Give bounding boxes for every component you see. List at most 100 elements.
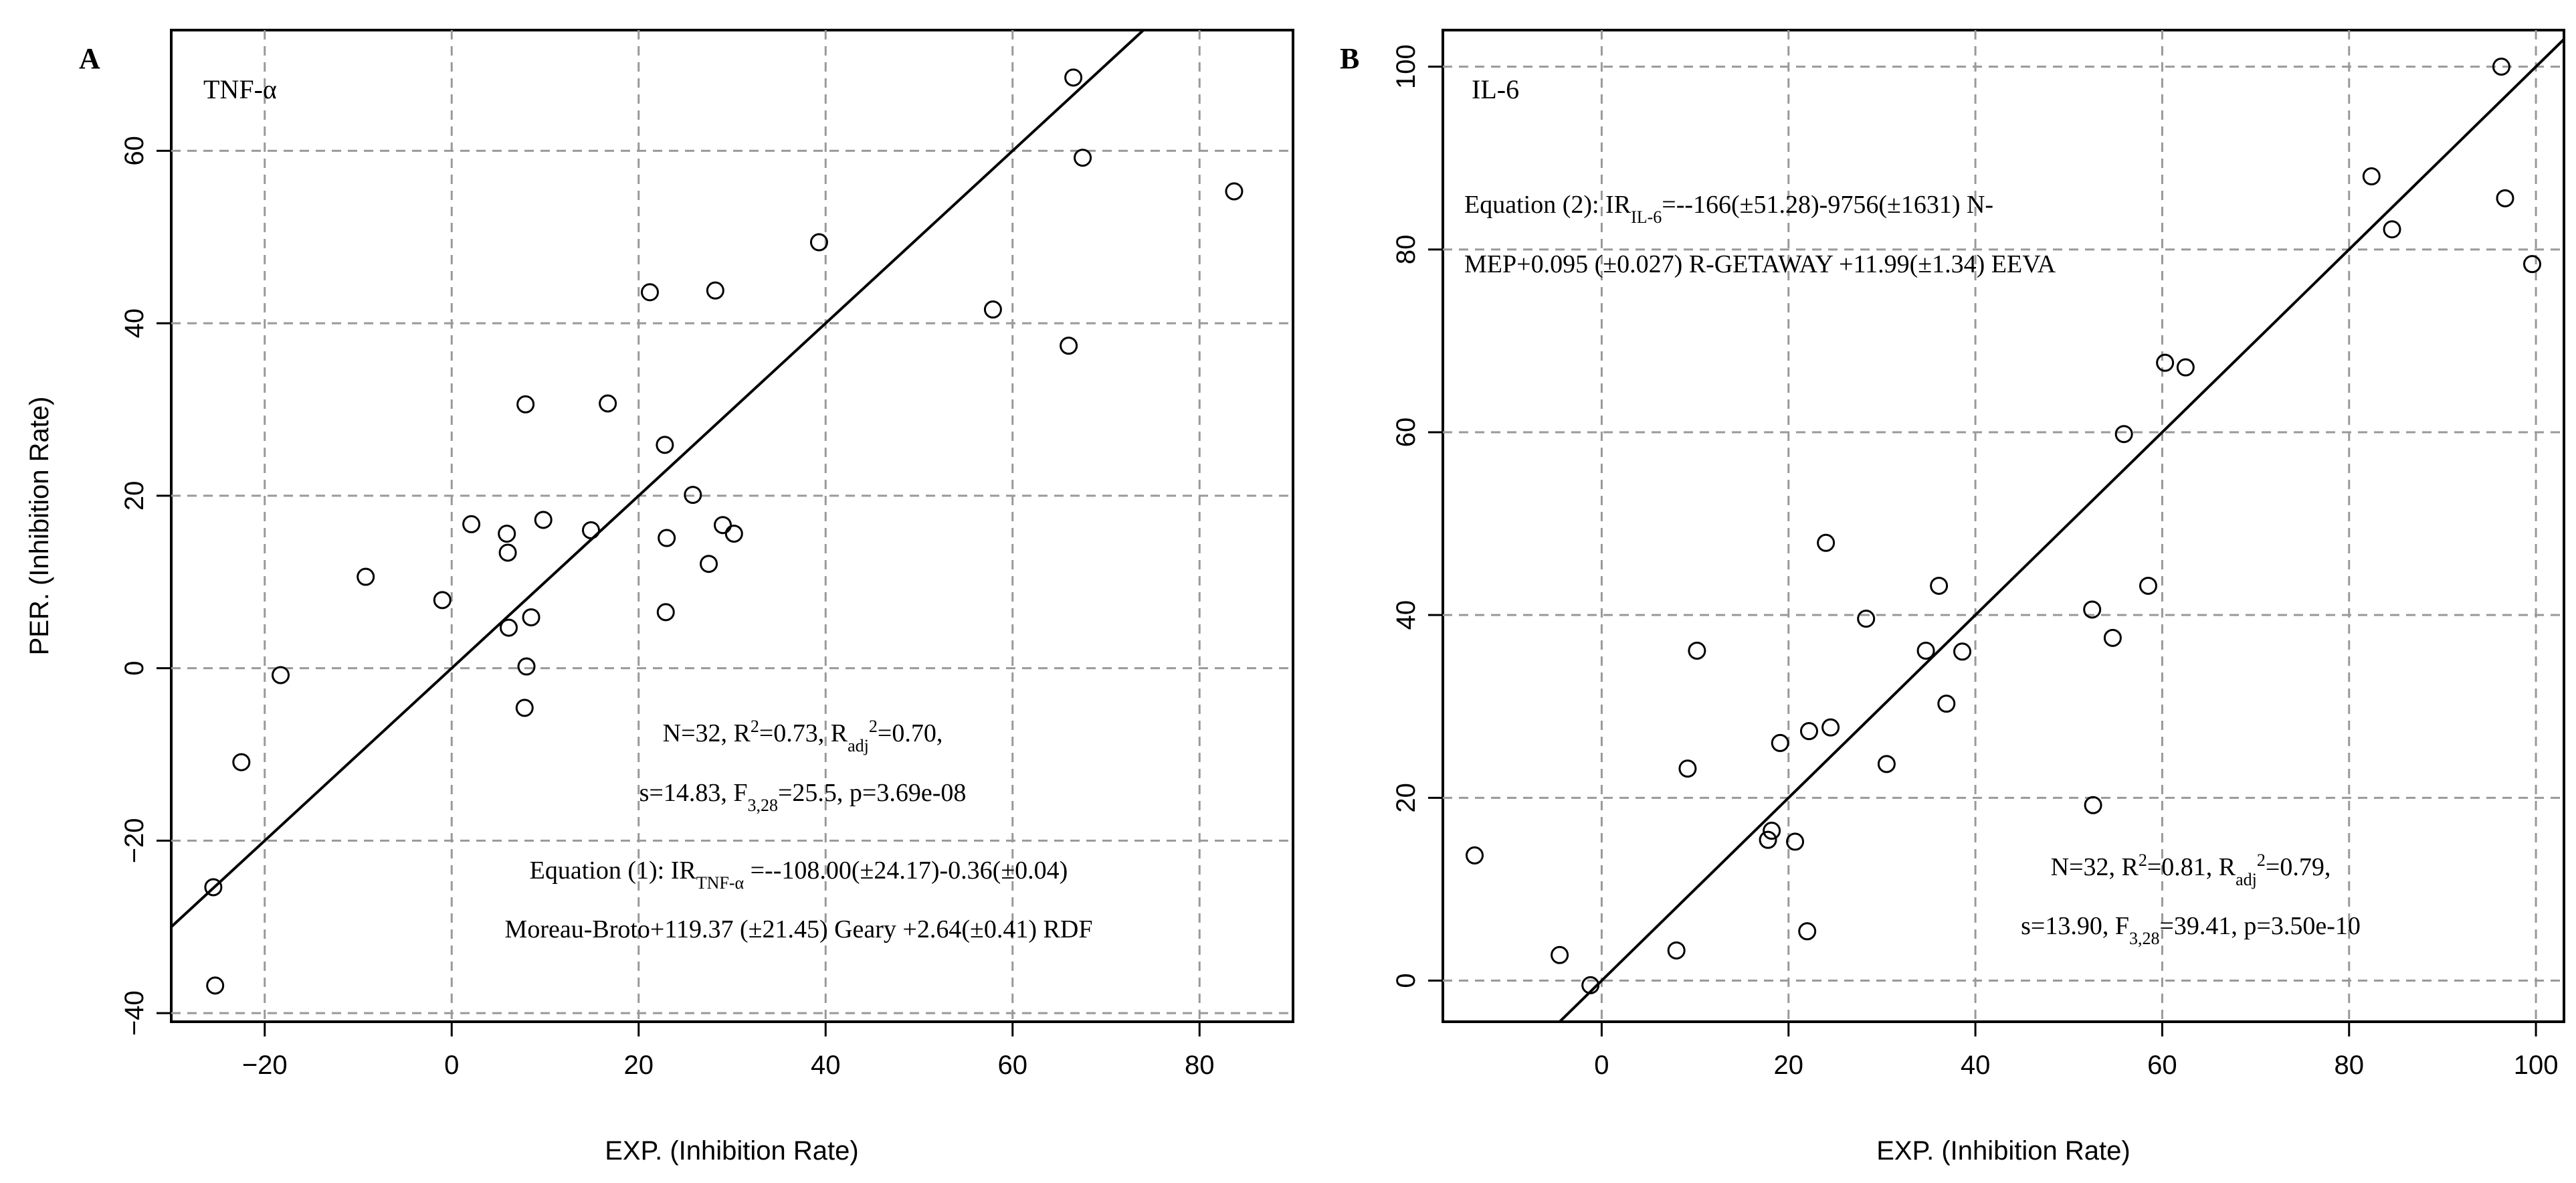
stats-annotation: N=32, R2=0.73, Radj2=0.70, s=14.83, F3,28… xyxy=(639,717,967,815)
stats-line-segment: 3,28 xyxy=(747,796,778,815)
grid xyxy=(171,30,1293,1022)
data-point xyxy=(656,436,674,454)
equation-line: Moreau-Broto+119.37 (±21.45) Geary +2.64… xyxy=(505,915,1093,943)
stats-line-segment: =25.5, p=3.69e-08 xyxy=(778,779,966,807)
equation-line-segment: MEP+0.095 (±0.027) R-GETAWAY +11.99(±1.3… xyxy=(1464,250,2056,278)
fit-line-group xyxy=(1559,38,2565,1023)
y-axis-ticks: 0 20 40 60 80 100 xyxy=(1391,44,1443,988)
data-point xyxy=(1916,641,1935,660)
data-point xyxy=(1937,695,1956,713)
data-point xyxy=(1953,642,1972,661)
stats-line-segment: =0.79, xyxy=(2266,853,2331,881)
stats-line-segment: adj xyxy=(848,736,869,755)
data-point xyxy=(1877,755,1896,774)
stats-line-segment: =39.41, p=3.50e-10 xyxy=(2159,912,2360,940)
data-point xyxy=(809,233,828,252)
panel-b: B 0 20 40 60 80 100 0 20 40 60 80 100 IL-6 EXP. (I… xyxy=(1340,29,2565,1166)
data-point xyxy=(516,395,535,414)
y-tick-label: 60 xyxy=(120,136,149,166)
stats-line-segment: N=32, R xyxy=(2051,853,2139,881)
stats-line: N=32, R2=0.73, Radj2=0.70, xyxy=(663,717,943,755)
data-point xyxy=(581,521,600,539)
data-point xyxy=(1678,759,1697,778)
stats-line-segment: 2 xyxy=(2257,850,2266,870)
data-point xyxy=(1465,846,1484,864)
data-point xyxy=(1667,941,1686,960)
x-axis-label: EXP. (Inhibition Rate) xyxy=(1876,1136,2130,1166)
panel-label: B xyxy=(1340,42,1359,75)
y-tick-label: 60 xyxy=(1391,418,1421,448)
data-point xyxy=(983,300,1002,319)
data-point xyxy=(534,511,553,529)
data-point xyxy=(272,666,290,685)
data-point xyxy=(517,657,536,676)
x-tick-label: 60 xyxy=(998,1051,1028,1080)
x-tick-label: 80 xyxy=(1185,1051,1215,1080)
data-point xyxy=(1551,945,1569,964)
x-tick-label: 100 xyxy=(2514,1051,2559,1080)
data-point xyxy=(2492,58,2510,76)
data-point xyxy=(232,753,251,771)
x-tick-label: 0 xyxy=(444,1051,459,1080)
data-point xyxy=(724,525,743,543)
y-tick-label: 40 xyxy=(120,308,149,339)
data-point xyxy=(656,603,675,622)
data-point xyxy=(684,486,702,505)
data-point xyxy=(2139,576,2157,595)
equation-line-segment: Equation (2): IR xyxy=(1464,191,1631,219)
stats-line-segment: s=14.83, F xyxy=(639,779,748,807)
data-point xyxy=(706,281,724,300)
y-tick-label: 100 xyxy=(1391,44,1421,89)
y-tick-label: 20 xyxy=(120,481,149,511)
data-point xyxy=(498,525,516,543)
panel-a: A −20 0 20 40 60 80 −40 −20 0 20 40 60 TNF-α EXP. … xyxy=(25,29,1294,1166)
data-point xyxy=(499,618,518,637)
data-point xyxy=(2156,353,2175,372)
data-point xyxy=(2176,358,2195,377)
data-point xyxy=(357,567,375,586)
y-tick-label: −40 xyxy=(120,990,149,1036)
data-point xyxy=(1581,976,1600,994)
data-point xyxy=(2103,628,2122,647)
x-tick-label: 80 xyxy=(2335,1051,2365,1080)
equation-line-segment: Moreau-Broto+119.37 (±21.45) Geary +2.64… xyxy=(505,915,1093,943)
equation-line: Equation (2): IRIL-6=--166(±51.28)-9756(… xyxy=(1464,191,1993,227)
equation-annotation: Equation (2): IRIL-6=--166(±51.28)-9756(… xyxy=(1464,191,2056,278)
y-tick-label: 0 xyxy=(120,661,149,676)
x-axis-ticks: 0 20 40 60 80 100 xyxy=(1594,1022,2558,1080)
data-points xyxy=(204,68,1244,995)
data-point xyxy=(498,543,517,562)
data-point xyxy=(2084,796,2102,814)
data-point xyxy=(1798,922,1817,941)
x-tick-label: −20 xyxy=(242,1051,288,1080)
equation-line-segment: =--108.00(±24.17)-0.36(±0.04) xyxy=(744,856,1068,885)
data-point xyxy=(2496,189,2514,207)
data-point xyxy=(658,529,676,547)
data-point xyxy=(1064,68,1083,87)
stats-line-segment: s=13.90, F xyxy=(2021,912,2129,940)
data-point xyxy=(2114,425,2133,444)
stats-line-segment: 2 xyxy=(869,717,878,736)
data-point xyxy=(1857,610,1876,628)
equation-line-segment: Equation (1): IR xyxy=(530,856,697,885)
equation-line-segment: IL-6 xyxy=(1631,207,1662,227)
grid xyxy=(1443,30,2564,1022)
data-point xyxy=(700,555,718,573)
fit-line xyxy=(1559,38,2565,1023)
data-point xyxy=(641,283,660,302)
stats-line: s=13.90, F3,28=39.41, p=3.50e-10 xyxy=(2021,912,2361,948)
data-point xyxy=(1817,533,1836,552)
stats-line-segment: =0.81, R xyxy=(2147,853,2236,881)
data-point xyxy=(2362,167,2381,186)
stats-line-segment: 3,28 xyxy=(2129,929,2160,948)
stats-line-segment: =0.70, xyxy=(878,719,943,747)
data-points xyxy=(1465,58,2542,994)
x-tick-label: 20 xyxy=(624,1051,654,1080)
data-point xyxy=(714,516,732,535)
stats-line-segment: 2 xyxy=(751,717,759,736)
plot-frame xyxy=(1442,29,2565,1023)
inset-label: TNF-α xyxy=(203,74,277,104)
data-point xyxy=(1799,722,1818,741)
y-tick-label: 20 xyxy=(1391,783,1421,813)
data-point xyxy=(2083,600,2102,619)
